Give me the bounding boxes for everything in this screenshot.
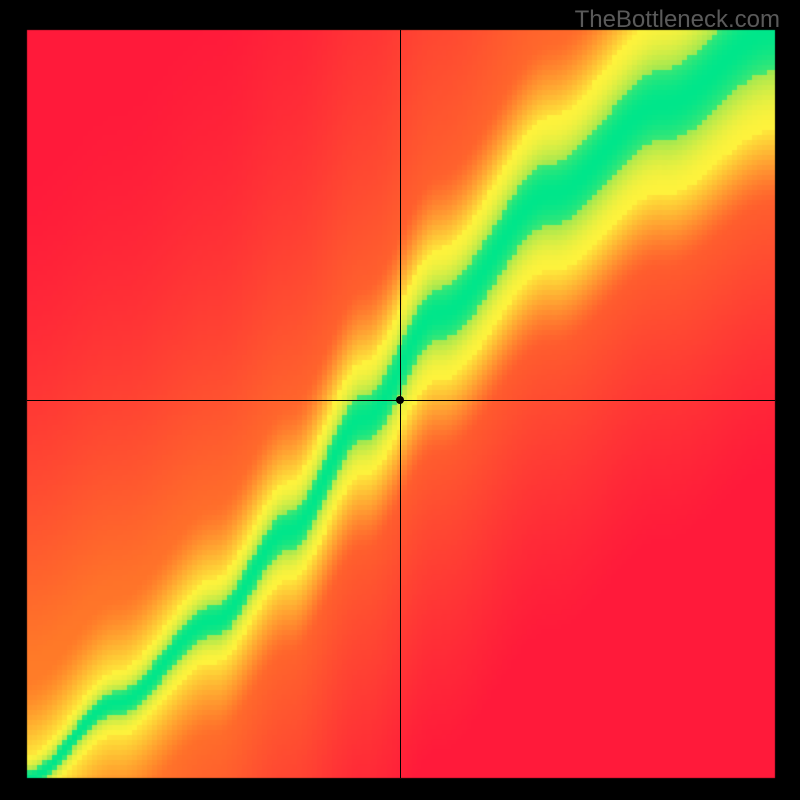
crosshair-dot xyxy=(396,396,404,404)
watermark-text: TheBottleneck.com xyxy=(575,6,780,34)
crosshair-vertical xyxy=(400,30,401,778)
chart-container: { "watermark_text": "TheBottleneck.com",… xyxy=(0,0,800,800)
